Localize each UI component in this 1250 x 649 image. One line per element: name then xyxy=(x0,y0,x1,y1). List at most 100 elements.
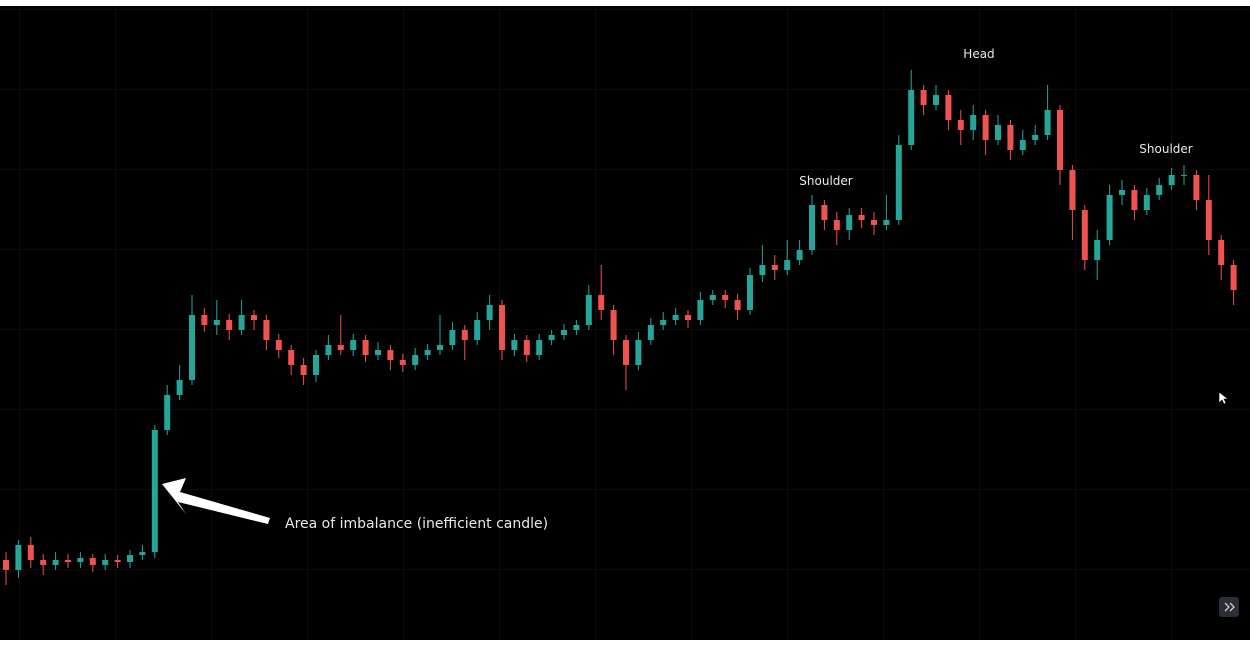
candle-body xyxy=(1181,175,1187,176)
candle-body xyxy=(337,345,344,350)
candle-body xyxy=(585,295,592,325)
candle-body xyxy=(1143,195,1150,210)
candle-body xyxy=(1044,110,1051,135)
candle-body xyxy=(1019,140,1026,150)
candle-body xyxy=(486,305,493,320)
candle-body xyxy=(536,340,543,355)
candle-body xyxy=(15,545,22,570)
annotation: Shoulder xyxy=(799,174,853,188)
candle-body xyxy=(27,545,34,560)
candle-body xyxy=(523,340,530,355)
candle-body xyxy=(920,90,927,105)
candle-body xyxy=(1205,200,1212,240)
annotation: Head xyxy=(963,47,994,61)
candle-body xyxy=(201,315,208,325)
candle-body xyxy=(3,560,9,570)
candle-body xyxy=(65,560,71,562)
candle-body xyxy=(895,145,902,220)
candle-body xyxy=(213,320,220,325)
candle-body xyxy=(1230,265,1237,290)
candle-body xyxy=(685,315,691,320)
candle-body xyxy=(437,345,443,350)
candle-body xyxy=(474,320,481,340)
candle-body xyxy=(424,350,431,355)
candles xyxy=(3,70,1237,585)
candle-body xyxy=(1131,190,1138,210)
candle-body xyxy=(1168,175,1175,185)
candle-body xyxy=(263,320,270,340)
candle-body xyxy=(846,215,853,230)
candle-body xyxy=(412,355,419,365)
candle-body xyxy=(858,215,865,220)
candle-body xyxy=(1106,195,1113,240)
candle-body xyxy=(1094,240,1101,260)
candle-body xyxy=(350,340,357,350)
candle-body xyxy=(387,350,394,360)
candle-body xyxy=(399,360,406,365)
candle-body xyxy=(598,295,605,310)
bottom-border xyxy=(0,640,1250,649)
candle-body xyxy=(573,325,580,330)
candle-body xyxy=(982,115,989,140)
candle-body xyxy=(821,205,828,220)
candle-body xyxy=(300,365,307,375)
candle-body xyxy=(251,315,257,320)
candle-body xyxy=(933,95,939,105)
candle-body xyxy=(561,330,567,335)
candle-body xyxy=(623,340,629,365)
candle-body xyxy=(635,340,642,365)
candle-body xyxy=(499,305,505,350)
candle-body xyxy=(1081,210,1088,260)
candle-body xyxy=(957,120,964,130)
candle-body xyxy=(1057,110,1063,170)
annotation: Area of imbalance (inefficient candle) xyxy=(285,516,548,532)
candle-body xyxy=(1193,175,1200,200)
candle-body xyxy=(1007,125,1014,150)
candle-body xyxy=(176,380,183,395)
candle-body xyxy=(747,275,753,310)
candle-body xyxy=(771,265,778,270)
candle-body xyxy=(945,95,952,120)
candle-body xyxy=(995,125,1001,140)
candle-body xyxy=(908,90,915,145)
candle-body xyxy=(722,295,729,300)
candle-body xyxy=(164,395,171,430)
candle-body xyxy=(970,115,977,130)
scroll-icon xyxy=(1224,602,1235,612)
candle-body xyxy=(189,315,195,380)
candle-body xyxy=(1032,135,1039,140)
candle-body xyxy=(127,555,133,562)
candle-body xyxy=(238,315,245,330)
candle-body xyxy=(697,300,704,320)
candle-body xyxy=(833,220,840,230)
candle-body xyxy=(325,345,332,355)
candle-body xyxy=(275,340,282,350)
candle-body xyxy=(288,350,295,365)
candle-body xyxy=(461,330,468,340)
candle-body xyxy=(1218,240,1225,265)
candle-body xyxy=(1069,170,1076,210)
candle-body xyxy=(40,560,47,565)
arrow xyxy=(162,478,270,524)
candle-body xyxy=(375,350,381,355)
candle-body xyxy=(139,552,146,555)
candle-body xyxy=(362,340,369,355)
candle-body xyxy=(511,340,518,350)
candle-body xyxy=(226,320,233,330)
candle-body xyxy=(1119,190,1125,195)
candle-body xyxy=(313,355,319,375)
candle-body xyxy=(871,220,877,225)
candle-body xyxy=(77,558,84,562)
annotation: Shoulder xyxy=(1139,142,1193,156)
candle-body xyxy=(114,560,121,562)
candle-body xyxy=(647,325,654,340)
candle-body xyxy=(709,295,716,300)
candle-body xyxy=(151,430,158,552)
candle-body xyxy=(548,335,555,340)
candle-body xyxy=(89,558,96,565)
grid xyxy=(0,6,1250,640)
candle-body xyxy=(610,310,617,340)
candle-body xyxy=(102,560,109,565)
